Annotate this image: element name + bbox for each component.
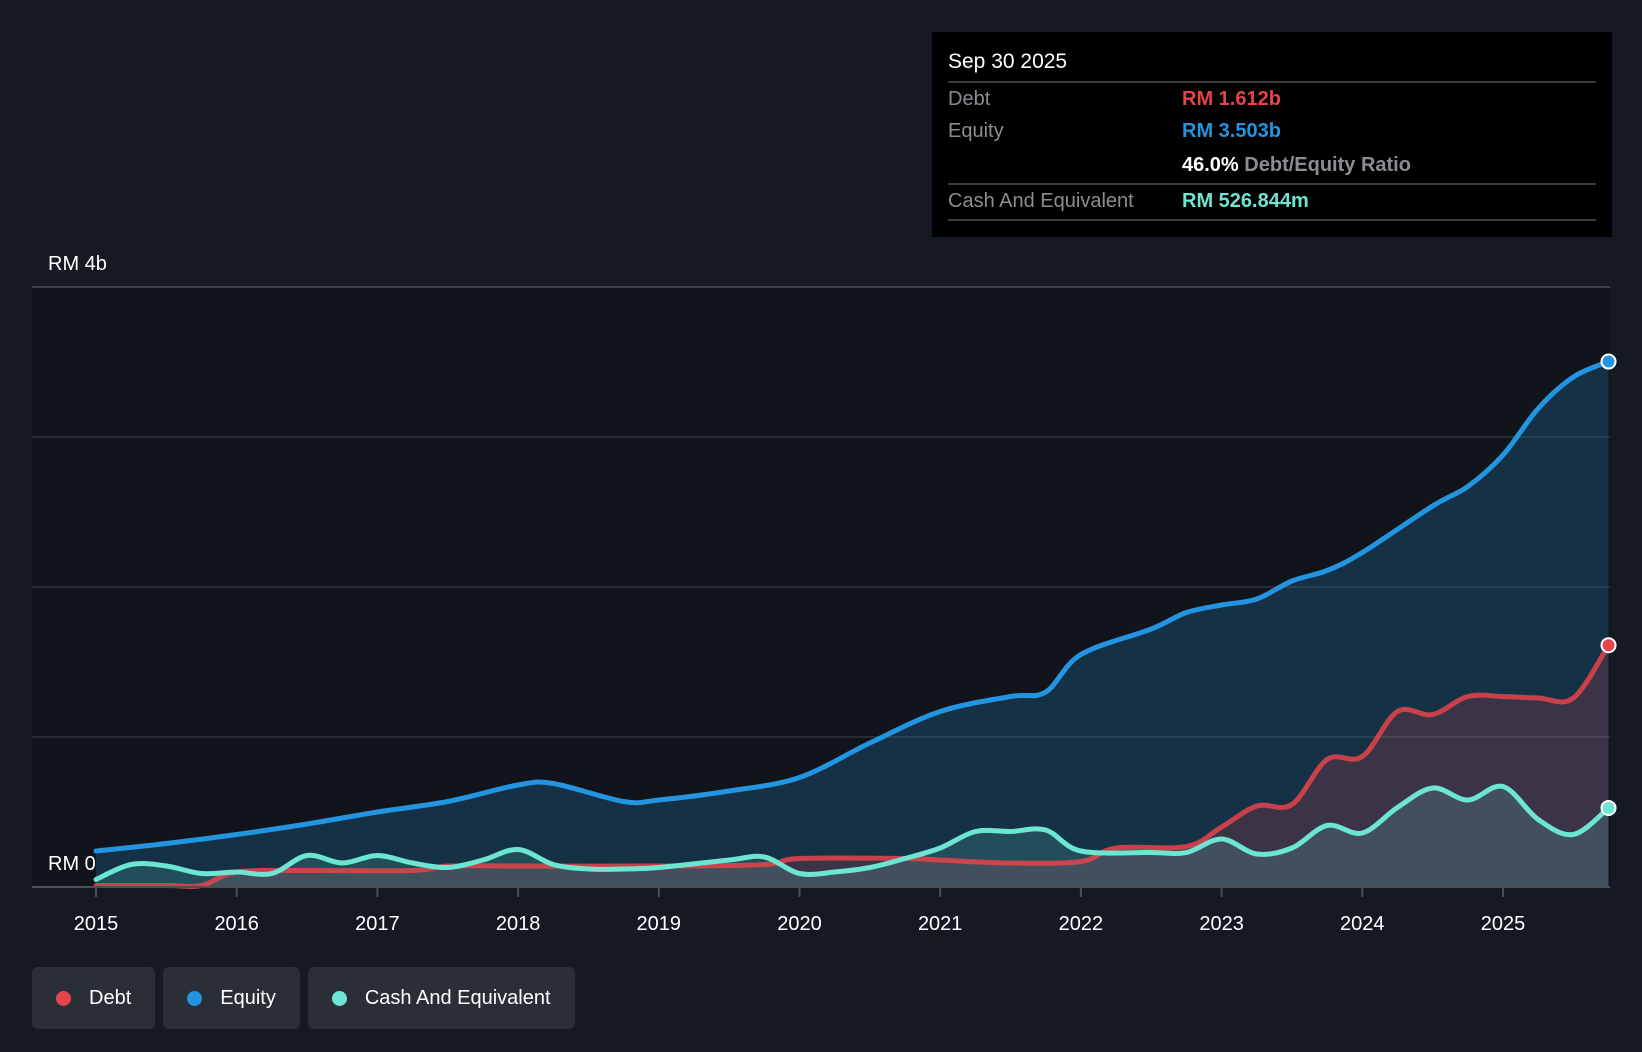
x-tick-label: 2023 xyxy=(1199,913,1244,935)
legend-item-equity[interactable]: Equity xyxy=(163,967,300,1029)
x-tick-label: 2022 xyxy=(1059,913,1104,935)
x-tick-label: 2016 xyxy=(214,913,259,935)
tooltip-cash-row: Cash And Equivalent RM 526.844m xyxy=(948,183,1596,219)
tooltip-equity-value: RM 3.503b xyxy=(1182,120,1281,142)
tooltip-ratio-row: 46.0% Debt/Equity Ratio xyxy=(948,149,1596,183)
equity-line xyxy=(93,359,1612,854)
tooltip-ratio-value: 46.0% xyxy=(1182,154,1239,176)
debt-dot-icon xyxy=(56,990,71,1006)
cash-and-equivalent-area xyxy=(96,786,1609,887)
equity-dot-icon xyxy=(187,990,203,1006)
x-tick-label: 2019 xyxy=(637,913,682,935)
tooltip-divider xyxy=(948,219,1596,221)
y-tick-label-top: RM 4b xyxy=(48,253,107,275)
legend-label: Debt xyxy=(89,986,132,1009)
debt-end-marker xyxy=(1600,637,1617,654)
x-tick-label: 2015 xyxy=(74,913,119,935)
tooltip-debt-value: RM 1.612b xyxy=(1182,88,1281,110)
tooltip-equity-label: Equity xyxy=(948,120,1004,142)
legend-item-debt[interactable]: Debt xyxy=(32,967,156,1029)
tooltip-cash-value: RM 526.844m xyxy=(1182,190,1309,212)
x-tick-label: 2017 xyxy=(355,913,400,935)
tooltip: Sep 30 2025 Debt RM 1.612b Equity RM 3.5… xyxy=(932,32,1612,237)
equity-end-marker xyxy=(1600,353,1617,370)
x-tick-label: 2018 xyxy=(496,913,541,935)
legend-label: Equity xyxy=(220,986,276,1009)
x-tick-label: 2021 xyxy=(918,913,963,935)
x-tick-label: 2020 xyxy=(777,913,822,935)
tooltip-date: Sep 30 2025 xyxy=(948,50,1068,73)
cash-and-equivalent-line xyxy=(93,783,1612,882)
y-tick-label-zero: RM 0 xyxy=(48,853,96,875)
legend: Debt Equity Cash And Equivalent xyxy=(32,967,575,1029)
tooltip-cash-label: Cash And Equivalent xyxy=(948,190,1134,212)
legend-label: Cash And Equivalent xyxy=(364,986,551,1009)
legend-item-cash[interactable]: Cash And Equivalent xyxy=(307,967,575,1029)
cash-and-equivalent-end-marker xyxy=(1600,799,1617,816)
x-tick-label: 2025 xyxy=(1481,913,1526,935)
debt-line xyxy=(93,642,1612,889)
equity-area xyxy=(96,361,1609,887)
x-tick-label: 2024 xyxy=(1340,913,1385,935)
tooltip-debt-row: Debt RM 1.612b xyxy=(948,81,1596,117)
debt-area xyxy=(96,645,1609,887)
tooltip-debt-label: Debt xyxy=(948,88,991,110)
tooltip-ratio-label: Debt/Equity Ratio xyxy=(1244,154,1411,176)
tooltip-equity-row: Equity RM 3.503b xyxy=(948,115,1596,149)
tooltip-ratio: 46.0% Debt/Equity Ratio xyxy=(1182,154,1411,177)
cash-dot-icon xyxy=(331,990,347,1006)
